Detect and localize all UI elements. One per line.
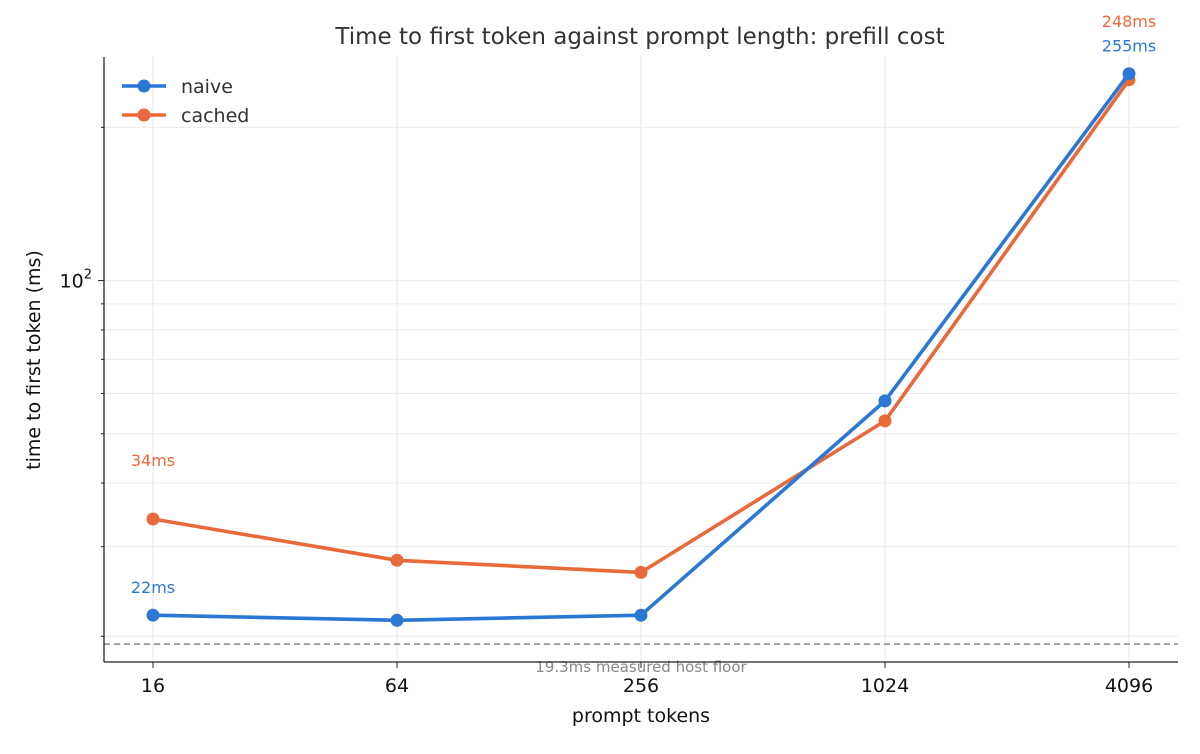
x-tick-label: 1024 — [861, 675, 909, 697]
series — [146, 67, 1136, 627]
data-label-cached: 34ms — [131, 451, 175, 470]
data-point-naive — [878, 394, 892, 408]
legend-item-naive[interactable]: naive — [122, 76, 233, 98]
legend-marker-cached — [137, 108, 151, 122]
x-tick-label: 256 — [623, 675, 659, 697]
x-tick-label: 64 — [385, 675, 409, 697]
legend[interactable]: naive cached — [122, 76, 249, 127]
legend-item-cached[interactable]: cached — [122, 105, 249, 127]
x-axis-label: prompt tokens — [572, 705, 710, 727]
data-point-naive — [146, 608, 160, 622]
chart-title: Time to first token against prompt lengt… — [334, 24, 944, 50]
data-label-naive: 255ms — [1102, 37, 1156, 56]
x-tick-label: 16 — [141, 675, 165, 697]
legend-label-naive: naive — [181, 76, 233, 98]
grid — [104, 57, 1178, 662]
data-labels: 22ms 255ms 34ms 248ms — [131, 12, 1156, 597]
legend-marker-naive — [137, 79, 151, 93]
legend-label-cached: cached — [181, 105, 249, 127]
data-point-naive — [634, 608, 648, 622]
ticks: 16 64 256 1024 4096 102 — [60, 126, 1153, 697]
data-point-cached — [634, 565, 648, 579]
data-label-cached: 248ms — [1102, 12, 1156, 31]
y-axis-label: time to first token (ms) — [23, 250, 45, 470]
x-tick-label: 4096 — [1105, 675, 1153, 697]
data-label-naive: 22ms — [131, 578, 175, 597]
data-point-cached — [390, 553, 404, 567]
data-point-cached — [878, 414, 892, 428]
data-point-cached — [146, 512, 160, 526]
y-tick-label: 102 — [60, 268, 92, 293]
data-point-naive — [1122, 67, 1136, 81]
data-point-naive — [390, 613, 404, 627]
